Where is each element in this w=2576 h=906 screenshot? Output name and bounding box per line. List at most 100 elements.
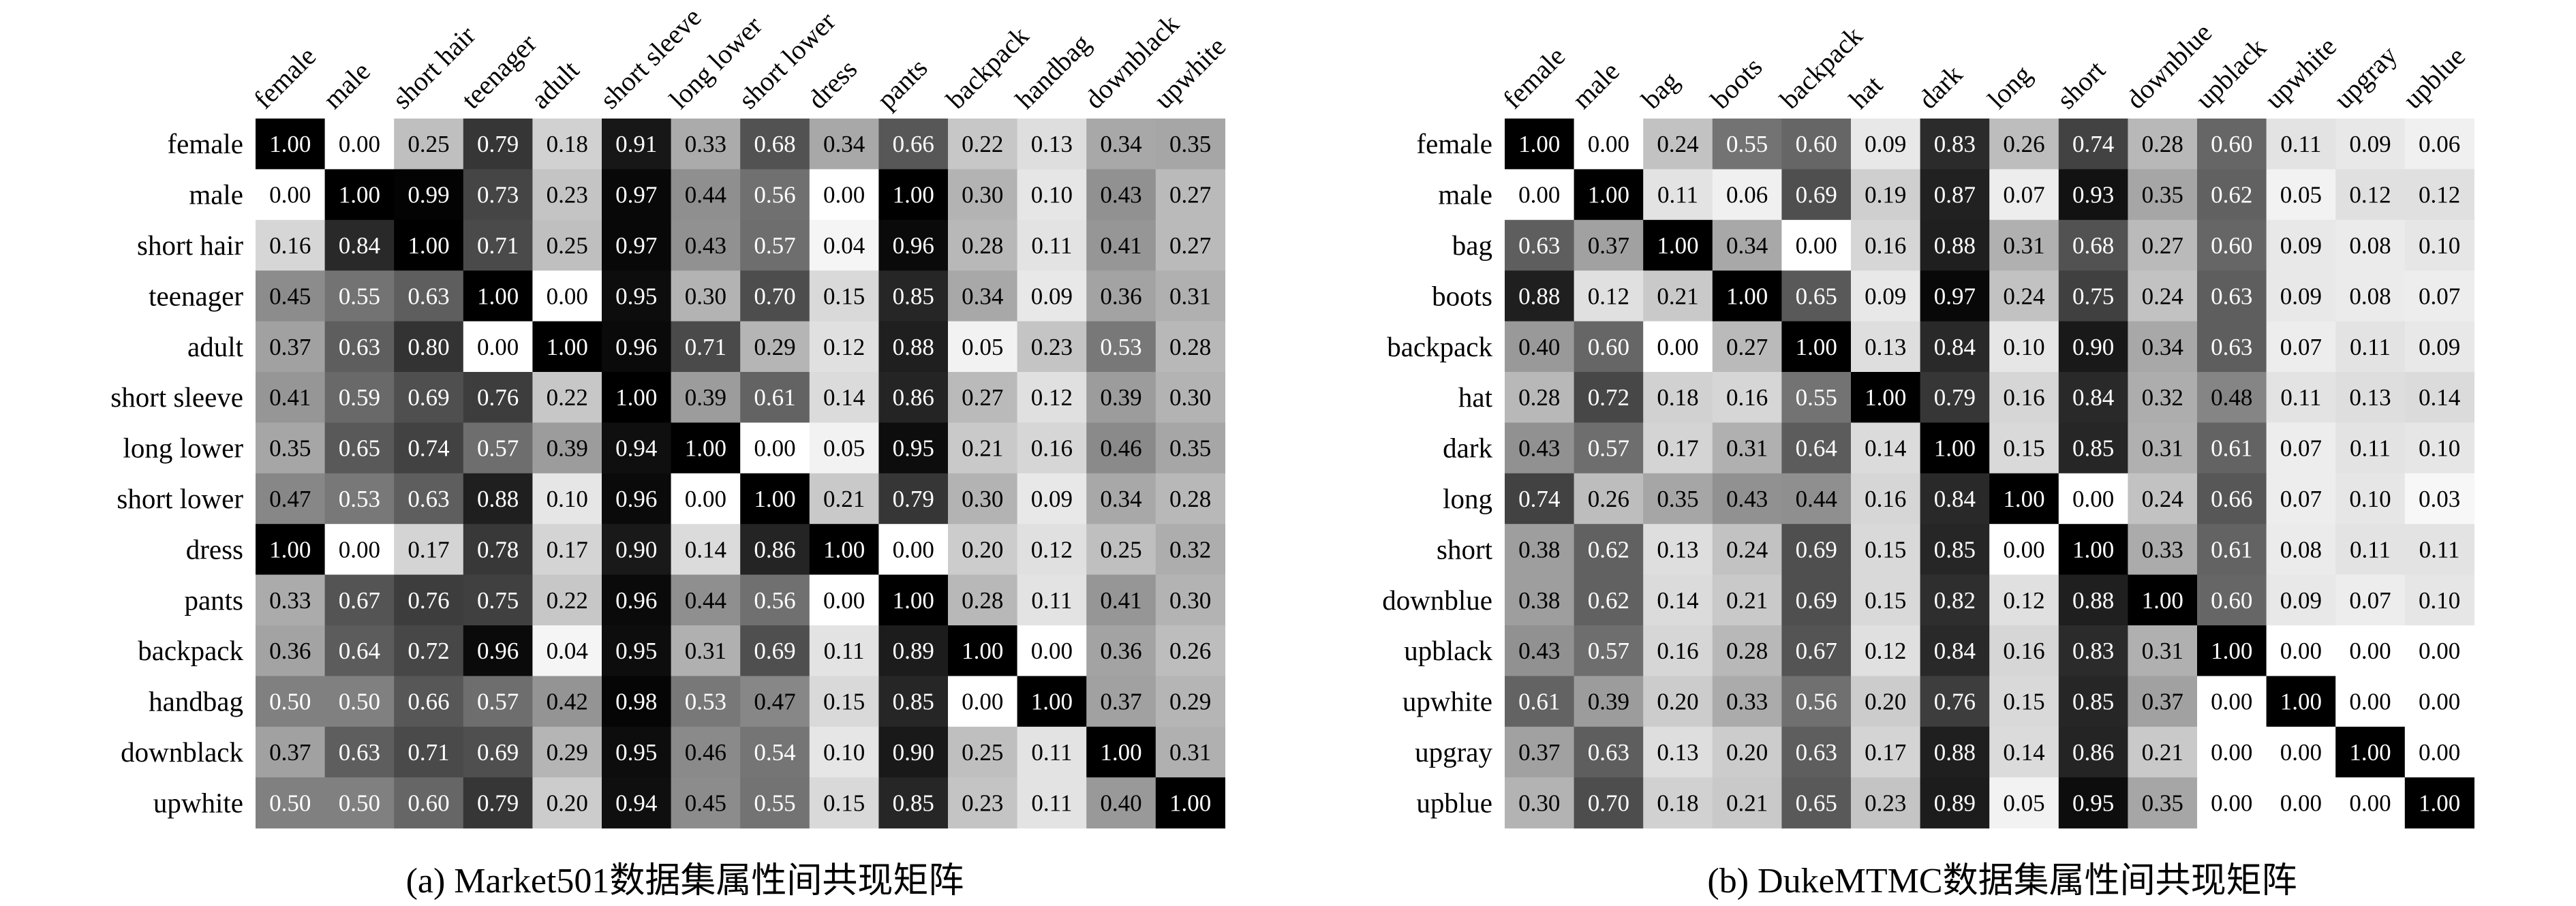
heatmap-b-cell <box>1851 270 1921 322</box>
heatmap-a-cell <box>1155 777 1225 829</box>
heatmap-b-cell <box>1781 372 1852 423</box>
heatmap-a-cell <box>671 777 741 829</box>
heatmap-a-cell-value: 0.20 <box>962 536 1003 563</box>
heatmap-a-cell-value: 0.65 <box>339 435 380 462</box>
heatmap-b-cell <box>2128 422 2198 474</box>
heatmap-b-cell <box>1781 625 1852 676</box>
heatmap-a-cell-value: 0.39 <box>547 435 588 462</box>
heatmap-b-cell-value: 0.12 <box>1865 638 1906 664</box>
heatmap-b-cell <box>1712 119 1782 170</box>
heatmap-b-cell-value: 0.69 <box>1796 536 1837 563</box>
heatmap-a-cell <box>671 270 741 322</box>
heatmap-b-cell-value: 0.09 <box>2349 131 2391 157</box>
heatmap-a-cell-value: 0.78 <box>477 536 519 563</box>
heatmap-a-cell <box>671 726 741 778</box>
heatmap-b-cell <box>1505 321 1575 373</box>
heatmap-b-cell-value: 0.13 <box>2349 384 2391 411</box>
heatmap-b-cell <box>1781 169 1852 221</box>
heatmap-b-cell-value: 0.16 <box>1865 486 1906 512</box>
heatmap-b-cell <box>1712 270 1782 322</box>
heatmap-a-cell-value: 0.57 <box>477 689 519 715</box>
heatmap-a-cell <box>532 422 602 474</box>
heatmap-a-cell-value: 0.59 <box>339 384 380 411</box>
heatmap-a-cell-value: 0.88 <box>893 334 934 360</box>
heatmap-a-row-label: short sleeve <box>110 381 243 413</box>
heatmap-b-cell <box>1712 524 1782 576</box>
heatmap-a-cell <box>394 524 464 576</box>
heatmap-b-cell <box>2197 524 2267 576</box>
heatmap-b-cell-value: 0.69 <box>1796 182 1837 208</box>
heatmap-a-cell-value: 0.00 <box>547 283 588 309</box>
heatmap-a-cell <box>602 219 672 271</box>
heatmap-a-cell <box>1017 473 1087 525</box>
heatmap-a-cell <box>324 625 395 676</box>
heatmap-b-cell-value: 0.63 <box>1518 232 1560 259</box>
heatmap-b-row-label: hat <box>1458 381 1493 413</box>
heatmap-a-cell-value: 0.61 <box>754 384 795 411</box>
heatmap-a-cell-value: 0.50 <box>269 689 311 715</box>
heatmap-a-cell <box>463 372 533 423</box>
heatmap-b-cell-value: 1.00 <box>2072 536 2114 563</box>
heatmap-b-cell <box>2128 777 2198 829</box>
heatmap-a-cell-value: 0.15 <box>823 790 865 816</box>
heatmap-a-cell-value: 0.22 <box>962 131 1003 157</box>
heatmap-b-cell-value: 0.06 <box>2419 131 2460 157</box>
heatmap-b-cell-value: 0.11 <box>2280 384 2321 411</box>
heatmap-b-cell-value: 0.33 <box>2142 536 2183 563</box>
heatmap-a-cell-value: 0.79 <box>893 486 934 512</box>
heatmap-b-cell-value: 0.06 <box>1726 182 1768 208</box>
heatmap-a-cell-value: 0.39 <box>685 384 726 411</box>
heatmap-a-cell-value: 1.00 <box>1031 689 1073 715</box>
heatmap-a-cell-value: 0.31 <box>1169 283 1211 309</box>
heatmap-b-cell <box>1712 321 1782 373</box>
heatmap-b-cell <box>2335 321 2406 373</box>
heatmap-b-cell <box>1574 219 1644 271</box>
heatmap-b-cell-value: 0.07 <box>2280 435 2322 462</box>
heatmap-b-cell <box>1989 219 2059 271</box>
heatmap-a-cell <box>948 270 1018 322</box>
heatmap-b-cell <box>1643 372 1713 423</box>
heatmap-a-cell <box>740 372 810 423</box>
heatmap-b-cell <box>2404 524 2474 576</box>
heatmap-a-cell-value: 0.27 <box>1169 182 1211 208</box>
heatmap-b-cell-value: 0.63 <box>1796 739 1837 766</box>
heatmap-a-row-label: male <box>189 179 243 210</box>
heatmap-b-cell <box>2335 625 2406 676</box>
heatmap-a-cell <box>394 574 464 626</box>
heatmap-b-cell-value: 0.35 <box>2142 790 2183 816</box>
heatmap-a-cell <box>878 676 949 728</box>
heatmap-b-cell <box>1989 625 2059 676</box>
heatmap-b-cell <box>1505 726 1575 778</box>
heatmap-a-cell <box>878 372 949 423</box>
heatmap-a-cell-value: 0.23 <box>1031 334 1073 360</box>
heatmap-b-cell-value: 0.09 <box>2280 587 2322 614</box>
heatmap-b-cell <box>2335 726 2406 778</box>
heatmap-b-cell <box>1920 321 1990 373</box>
heatmap-a-cell <box>878 524 949 576</box>
heatmap-a-cell-value: 0.46 <box>685 739 726 766</box>
heatmap-a-cell <box>256 219 326 271</box>
heatmap-a-cell <box>948 726 1018 778</box>
heatmap-b-cell <box>2058 169 2128 221</box>
heatmap-b-cell-value: 0.11 <box>2350 334 2391 360</box>
heatmap-a-cell-value: 0.70 <box>754 283 795 309</box>
heatmap-a-cell-value: 0.63 <box>339 334 380 360</box>
heatmap-a-cell <box>1086 270 1156 322</box>
heatmap-b-cell-value: 0.16 <box>2003 384 2044 411</box>
heatmap-a-cell-value: 1.00 <box>269 131 311 157</box>
heatmap-a-cell-value: 0.00 <box>339 536 380 563</box>
heatmap-a-cell <box>1086 473 1156 525</box>
heatmap-b-cell-value: 0.12 <box>2419 182 2460 208</box>
heatmap-b-cell-value: 0.17 <box>1865 739 1906 766</box>
heatmap-a-cell-value: 0.25 <box>547 232 588 259</box>
heatmap-b-cell <box>2404 270 2474 322</box>
heatmap-a-cell <box>1086 625 1156 676</box>
heatmap-a-cell-value: 0.00 <box>962 689 1003 715</box>
heatmap-b-cell <box>1712 777 1782 829</box>
heatmap-a-cell <box>948 473 1018 525</box>
heatmap-a-cell-value: 0.67 <box>339 587 380 614</box>
heatmap-b-cell <box>1781 524 1852 576</box>
heatmap-a-cell-value: 0.36 <box>1100 638 1141 664</box>
heatmap-a-row-label: long lower <box>123 433 244 464</box>
heatmap-a-cell-value: 0.95 <box>615 638 657 664</box>
